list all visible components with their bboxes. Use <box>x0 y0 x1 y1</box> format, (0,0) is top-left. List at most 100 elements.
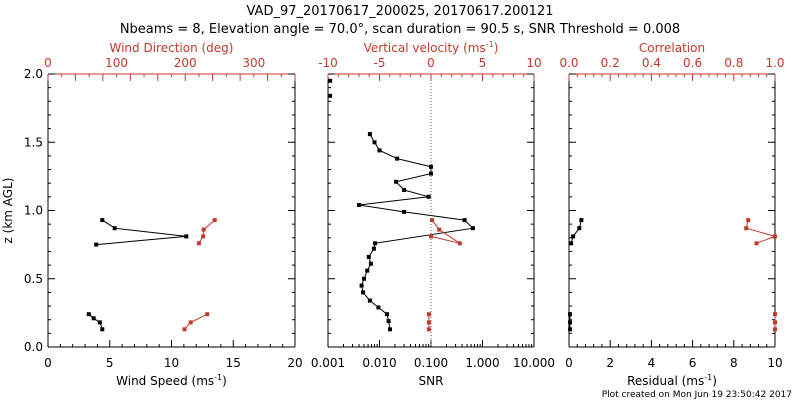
top-tick-label: 5 <box>479 56 487 70</box>
data-point <box>371 246 376 251</box>
data-point <box>377 148 382 153</box>
x-tick-label: 2 <box>606 356 614 370</box>
plot-footer: Plot created on Mon Jun 19 23:50:42 2017 <box>602 390 792 400</box>
top-axis-label-unit-close: ) <box>494 41 499 55</box>
data-point <box>579 218 584 223</box>
y-tick-label: 1.5 <box>24 135 43 149</box>
data-point <box>385 312 389 317</box>
data-point <box>773 312 777 317</box>
data-point <box>368 261 373 266</box>
data-point <box>328 78 333 83</box>
data-point <box>388 327 392 332</box>
top-tick-label: 0.6 <box>683 56 702 70</box>
x-tick-label: 6 <box>689 356 697 370</box>
bottom-axis-label-unit-sup: -1 <box>214 373 222 382</box>
x-tick-label: 20 <box>287 356 302 370</box>
y-axis-label: z (km AGL) <box>1 178 15 244</box>
data-point <box>395 156 400 161</box>
data-point <box>188 320 193 325</box>
data-point <box>773 327 777 332</box>
series-2 <box>744 218 777 332</box>
top-axis-label: Wind Direction (deg) <box>110 41 234 55</box>
data-point <box>361 290 366 295</box>
bottom-axis-label-text: SNR <box>419 374 444 388</box>
bottom-axis-label: Wind Speed (ms-1) <box>116 373 227 388</box>
data-point <box>470 226 475 231</box>
data-point <box>429 234 433 239</box>
data-point <box>212 218 217 223</box>
x-tick-label: 10.000 <box>513 356 555 370</box>
series-line <box>358 133 474 330</box>
top-tick-label: 200 <box>174 56 197 70</box>
data-point <box>357 203 361 207</box>
top-axis-label: Correlation <box>639 41 705 55</box>
top-axis-label-text: Vertical velocity (ms <box>364 41 486 55</box>
bottom-axis-label-unit-close: ) <box>222 374 227 388</box>
data-point <box>437 227 442 232</box>
data-point <box>367 132 372 137</box>
data-point <box>430 218 434 223</box>
series-line <box>430 219 461 244</box>
x-tick-label: 0.001 <box>311 356 345 370</box>
series-2 <box>426 218 462 332</box>
top-axis-label-unit-sup: -1 <box>486 40 494 49</box>
data-point <box>112 226 117 231</box>
figure-title-line1: VAD_97_20170617_200025, 20170617.200121 <box>247 4 554 19</box>
data-point <box>429 171 433 176</box>
data-point <box>426 194 431 199</box>
data-point <box>402 188 407 192</box>
data-point <box>196 241 201 246</box>
data-point <box>86 312 91 317</box>
data-point <box>100 327 105 332</box>
data-point <box>754 241 759 246</box>
data-point <box>91 316 96 321</box>
data-point <box>94 242 99 247</box>
data-point <box>429 164 433 169</box>
panel-1: 0.0 0.5 1.0 1.5 2.0 z (km AGL) 0 5 10 15 20 Wind Sp… <box>1 41 303 388</box>
top-axis-label-text: Wind Direction (deg) <box>110 41 234 55</box>
data-point <box>201 234 206 239</box>
data-point <box>386 319 391 324</box>
x-tick-label: 4 <box>648 356 656 370</box>
top-axis-label-text: Correlation <box>639 41 705 55</box>
data-point <box>568 327 572 332</box>
data-point <box>100 218 105 223</box>
top-tick-label: -5 <box>374 56 386 70</box>
x-tick-label: 15 <box>226 356 241 370</box>
top-tick-label: 0.0 <box>559 56 578 70</box>
top-tick-label: 10 <box>526 56 541 70</box>
figure-title-line2: Nbeams = 8, Elevation angle = 70.0°, sca… <box>120 22 680 37</box>
x-tick-label: 0.100 <box>414 356 448 370</box>
series-1 <box>86 218 189 332</box>
data-point <box>373 241 378 246</box>
data-point <box>457 241 462 246</box>
x-tick-label: 10 <box>767 356 782 370</box>
data-point <box>402 209 407 214</box>
data-point <box>773 234 777 239</box>
panel-2: 0.001 0.010 0.100 1.000 10.000 SNR -10 -5 0 5 10 Ve… <box>311 40 555 388</box>
bottom-axis-label-text: Wind Speed (ms <box>116 374 214 388</box>
data-point <box>569 241 574 246</box>
data-point <box>205 312 210 317</box>
series-line <box>198 219 216 244</box>
data-point <box>182 327 187 332</box>
top-tick-label: 0.2 <box>601 56 620 70</box>
x-tick-label: 5 <box>106 356 114 370</box>
series-1 <box>328 78 475 332</box>
data-point <box>365 268 370 273</box>
data-point <box>773 320 777 325</box>
data-point <box>328 93 333 98</box>
series-line <box>88 313 103 330</box>
data-point <box>376 305 381 310</box>
top-tick-label: 0.4 <box>642 56 661 70</box>
series-2 <box>182 218 217 332</box>
x-tick-label: 0.010 <box>362 356 396 370</box>
data-point <box>426 327 431 332</box>
y-tick-label: 2.0 <box>24 67 43 81</box>
data-point <box>744 226 749 231</box>
bottom-axis-label: SNR <box>419 374 444 388</box>
x-tick-label: 0 <box>565 356 573 370</box>
data-point <box>97 320 102 325</box>
bottom-axis-label-text: Residual (ms <box>627 374 704 388</box>
series-1 <box>568 218 584 332</box>
